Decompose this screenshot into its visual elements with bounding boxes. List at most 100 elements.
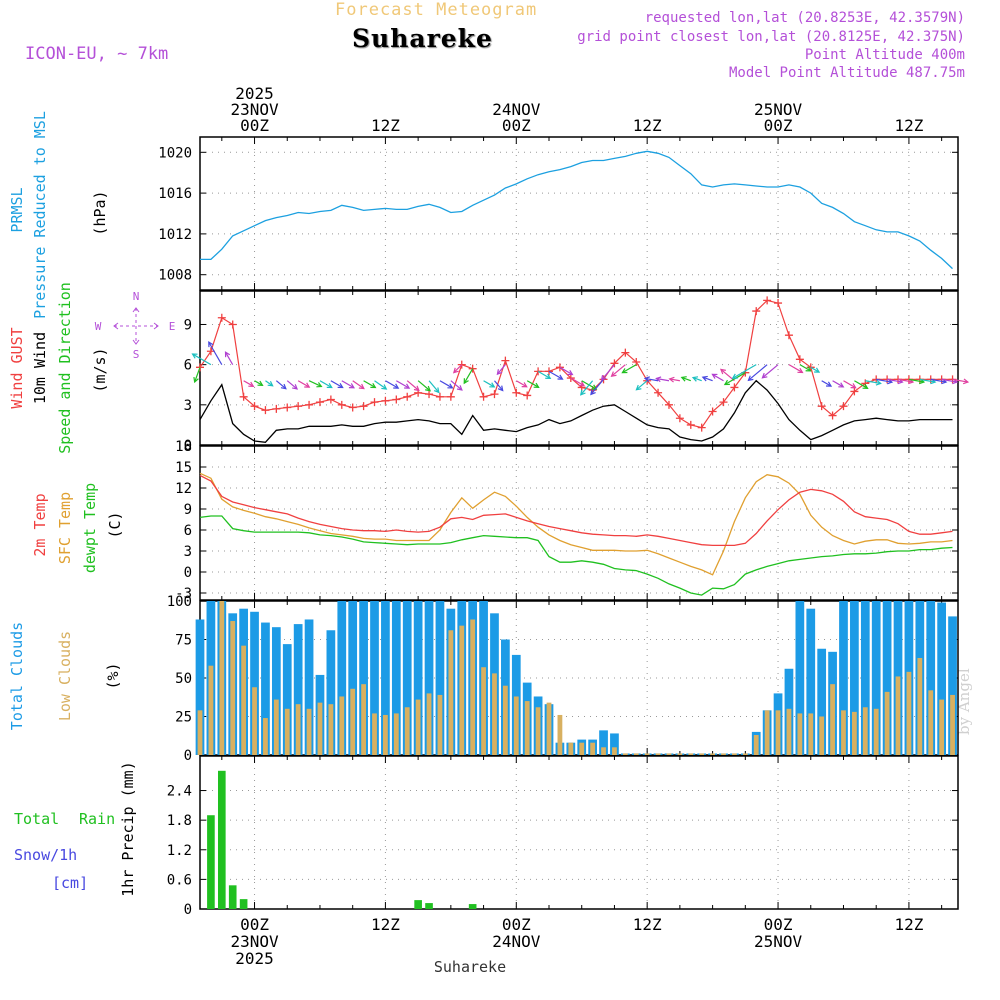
top-time-label: 12Z — [633, 116, 662, 135]
wind-gust-marker — [719, 398, 728, 407]
low-cloud-bar — [950, 694, 955, 755]
wind-direction-arrow — [406, 380, 420, 391]
wind-direction-arrow — [450, 380, 463, 391]
low-cloud-bar — [906, 671, 912, 755]
bottom-time-label: 24NOV — [492, 932, 541, 951]
low-cloud-bar — [862, 707, 868, 755]
total-cloud-bar — [413, 601, 423, 755]
wind-direction-arrow — [515, 380, 527, 388]
dewpoint-line — [199, 515, 953, 596]
wind-direction-arrow — [483, 380, 495, 388]
low-cloud-bar — [470, 619, 476, 755]
wind-gust-marker — [326, 395, 335, 404]
wind-y-tick-label: 3 — [184, 398, 192, 414]
wind-direction-arrowhead — [655, 376, 662, 383]
low-cloud-bar — [622, 753, 628, 755]
wind-direction-arrow — [330, 380, 343, 389]
wind-gust-marker — [654, 388, 663, 397]
wind-gust-marker — [817, 402, 826, 411]
low-cloud-bar — [241, 645, 247, 755]
low-cloud-bar — [928, 690, 934, 755]
compass-north-label: N — [133, 290, 140, 303]
low-cloud-bar — [219, 601, 225, 755]
low-cloud-bar — [721, 753, 726, 755]
low-cloud-bar — [895, 676, 901, 755]
clouds-unit-label: (%) — [104, 662, 122, 689]
wind-direction-arrowhead — [850, 383, 857, 389]
total-cloud-bar — [326, 630, 336, 755]
wind-direction-arrowhead — [425, 385, 432, 392]
total-cloud-bar — [271, 627, 281, 755]
clouds-y-tick-label: 75 — [175, 633, 192, 649]
wind-direction-arrowhead — [257, 380, 264, 386]
wind-gust-line — [199, 299, 953, 429]
low-cloud-bar — [655, 753, 661, 755]
clouds-y-tick-label: 25 — [175, 710, 192, 726]
wind-gust-marker — [512, 388, 521, 397]
wind-direction-arrow — [439, 380, 453, 389]
wind-direction-arrowhead — [358, 383, 365, 390]
low-cloud-bar — [732, 753, 737, 755]
pressure-label-prmsl: PRMSL — [8, 187, 26, 232]
total-cloud-bar — [359, 601, 368, 755]
top-time-label: 00Z — [240, 116, 269, 135]
model-label: ICON-EU, ~ 7km — [25, 44, 169, 64]
wind-direction-arrow — [428, 380, 440, 393]
low-cloud-bar — [263, 718, 268, 755]
wind-direction-arrowhead — [838, 382, 845, 388]
precip-y-tick-label: 2.4 — [167, 784, 192, 800]
wind-direction-label: Speed and Direction — [56, 282, 74, 454]
wind-direction-arrow — [192, 353, 212, 366]
wind-10m-label: 10m Wind — [31, 332, 49, 404]
low-cloud-bar — [873, 708, 879, 755]
wind-direction-arrow — [720, 368, 735, 382]
wind-direction-arrowhead — [962, 378, 970, 385]
wind-direction-arrow — [656, 377, 670, 382]
wind-direction-arrow — [748, 364, 768, 381]
wind-gust-marker — [850, 387, 859, 396]
wind-gust-marker — [348, 403, 357, 412]
wind-direction-arrow — [865, 380, 881, 385]
wind-direction-arrow — [941, 378, 958, 383]
wind-direction-arrow — [908, 378, 924, 383]
total-cloud-bar — [402, 601, 412, 755]
wind-gust-marker — [730, 383, 739, 392]
total-cloud-bar — [435, 601, 445, 755]
total-cloud-bar — [599, 730, 608, 755]
wind-direction-arrowhead — [337, 382, 344, 389]
total-cloud-bar — [610, 733, 619, 755]
low-cloud-bar — [677, 753, 683, 755]
wind-direction-arrow — [352, 380, 365, 390]
low-cloud-bar — [841, 710, 846, 755]
total-cloud-bar — [195, 619, 205, 755]
wind-gust-marker — [610, 359, 619, 368]
wind-direction-arrow — [692, 377, 702, 382]
wind-gust-marker — [795, 355, 804, 364]
wind-gust-marker — [392, 395, 401, 404]
clouds-y-tick-label: 0 — [184, 748, 192, 764]
temp-y-tick-label: 9 — [184, 502, 192, 518]
wind-direction-arrowhead — [404, 383, 411, 389]
precip-panel-frame — [199, 755, 959, 910]
low-cloud-bar — [917, 657, 923, 755]
wind-direction-arrow — [341, 380, 355, 389]
wind-gust-marker — [479, 392, 488, 401]
low-cloud-bar — [884, 691, 890, 755]
top-time-label: 12Z — [371, 116, 400, 135]
pressure-unit-label: (hPa) — [91, 190, 109, 235]
bottom-time-label: 2025 — [235, 949, 274, 968]
wind-direction-arrowhead — [267, 381, 274, 387]
wind-direction-arrowhead — [224, 351, 231, 358]
wind-direction-arrow — [254, 380, 263, 386]
top-time-label: 24NOV — [492, 100, 541, 119]
low-cloud-bar — [448, 630, 454, 755]
low-cloud-bar — [252, 687, 257, 755]
pressure-y-tick-label: 1012 — [158, 227, 192, 243]
wind-direction-arrow — [526, 380, 539, 388]
wind-direction-arrowhead — [447, 383, 454, 389]
wind-direction-arrow — [832, 380, 844, 388]
precip-axis-label: 1hr Precip (mm) — [119, 761, 137, 896]
total-cloud-bar — [839, 601, 848, 755]
top-time-label: 00Z — [764, 116, 793, 135]
